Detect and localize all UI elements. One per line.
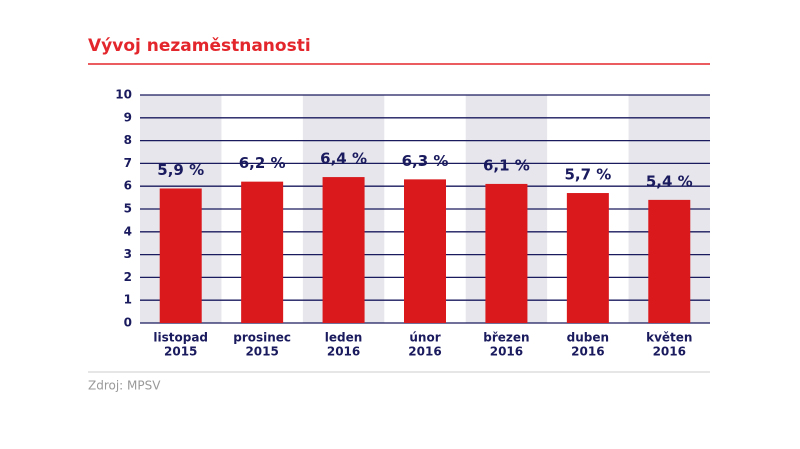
x-tick-label: prosinec	[233, 331, 291, 345]
y-tick-label: 9	[124, 110, 132, 124]
bar	[404, 179, 446, 323]
value-label: 5,9 %	[157, 161, 204, 179]
value-label: 5,7 %	[564, 166, 611, 184]
y-tick-label: 10	[115, 88, 132, 102]
source-note: Zdroj: MPSV	[88, 379, 161, 393]
y-tick-label: 7	[124, 156, 132, 170]
y-tick-label: 5	[124, 202, 132, 216]
y-tick-label: 4	[124, 224, 132, 238]
bar	[241, 181, 284, 323]
value-label: 5,4 %	[646, 172, 693, 190]
y-tick-label: 1	[124, 293, 132, 307]
value-label: 6,4 %	[320, 150, 367, 168]
x-tick-label: 2015	[164, 345, 197, 359]
y-tick-label: 0	[124, 316, 132, 330]
bar	[159, 188, 202, 323]
bar	[322, 177, 365, 323]
x-tick-label: duben	[567, 331, 609, 345]
x-tick-label: 2016	[408, 345, 441, 359]
x-tick-label: březen	[483, 331, 529, 345]
x-tick-label: listopad	[153, 331, 208, 345]
y-tick-label: 6	[124, 179, 132, 193]
chart-title: Vývoj nezaměstnanosti	[88, 36, 311, 56]
y-tick-label: 3	[124, 247, 132, 261]
value-label: 6,1 %	[483, 156, 530, 174]
x-tick-label: leden	[325, 331, 363, 345]
x-tick-label: 2015	[245, 345, 278, 359]
value-label: 6,2 %	[239, 154, 286, 172]
bar	[485, 183, 528, 323]
x-tick-label: 2016	[490, 345, 523, 359]
x-tick-label: 2016	[327, 345, 360, 359]
value-label: 6,3 %	[402, 152, 449, 170]
y-tick-label: 2	[124, 270, 132, 284]
y-tick-label: 8	[124, 133, 132, 147]
bar	[648, 199, 691, 323]
x-tick-label: únor	[409, 331, 440, 345]
x-tick-label: 2016	[653, 345, 686, 359]
x-tick-label: 2016	[571, 345, 604, 359]
bar	[566, 193, 609, 323]
x-tick-label: květen	[646, 331, 692, 345]
